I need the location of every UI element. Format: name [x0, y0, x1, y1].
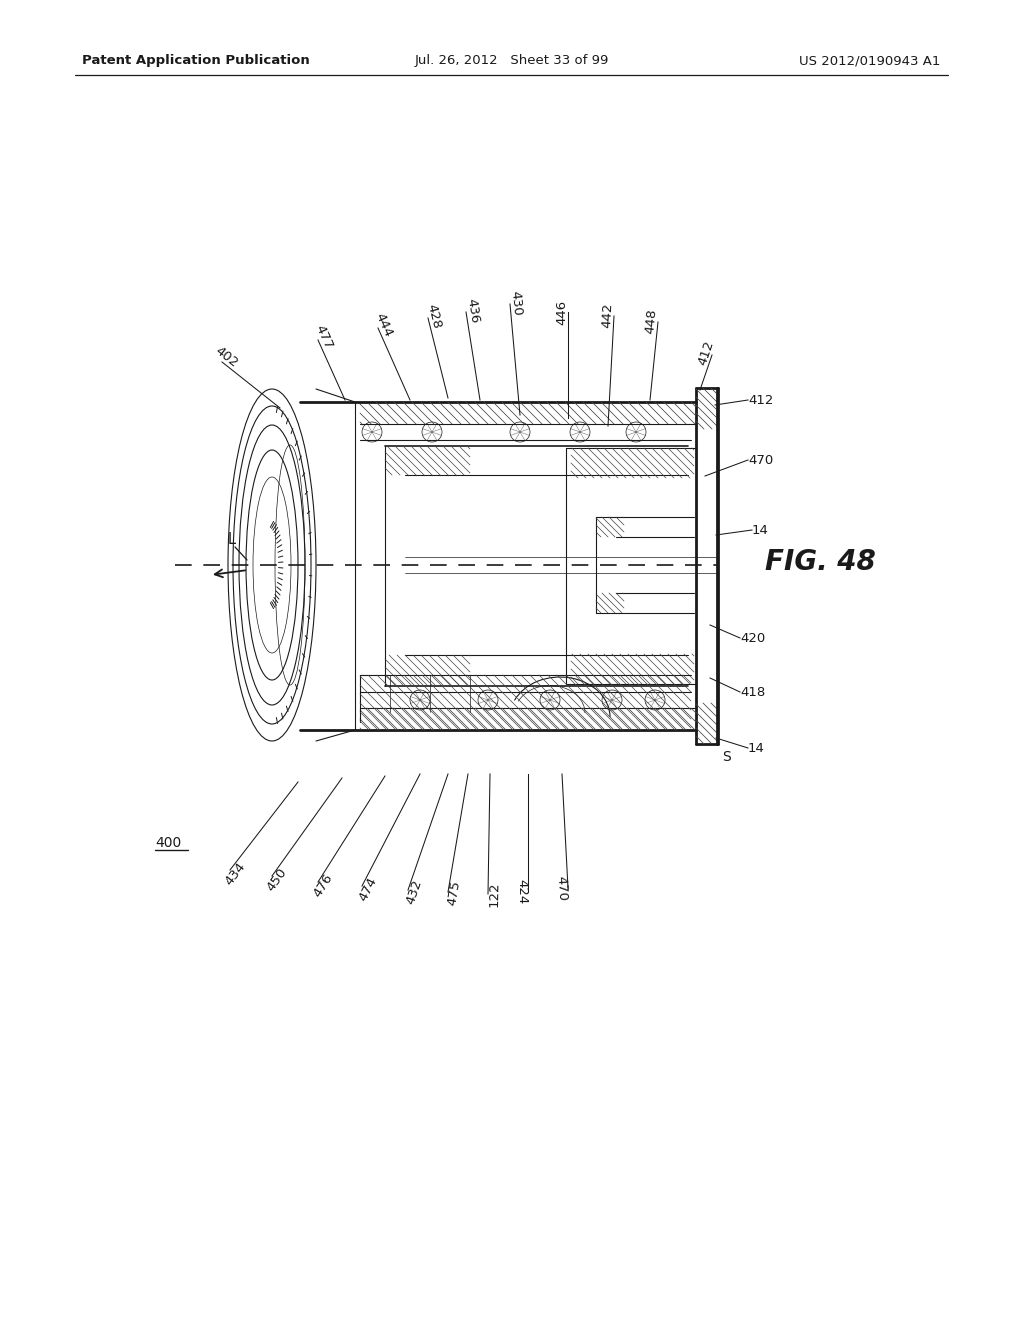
- Text: 430: 430: [509, 290, 524, 317]
- Text: 14: 14: [752, 524, 769, 536]
- Text: 424: 424: [515, 879, 528, 904]
- Text: 434: 434: [222, 861, 248, 888]
- Text: 446: 446: [555, 300, 568, 325]
- Text: 402: 402: [212, 345, 240, 370]
- Text: 432: 432: [403, 878, 424, 907]
- Text: L: L: [228, 532, 236, 546]
- Text: 122: 122: [487, 882, 501, 907]
- Text: 450: 450: [264, 866, 290, 894]
- Text: 474: 474: [356, 875, 379, 903]
- Text: 412: 412: [695, 339, 716, 367]
- Text: 418: 418: [740, 685, 765, 698]
- Text: 442: 442: [600, 302, 614, 329]
- Text: 14: 14: [748, 742, 765, 755]
- Text: Patent Application Publication: Patent Application Publication: [82, 54, 309, 67]
- Text: 428: 428: [425, 302, 443, 330]
- Text: 448: 448: [644, 308, 659, 334]
- Text: 400: 400: [155, 836, 181, 850]
- Text: 436: 436: [464, 297, 481, 325]
- Text: 476: 476: [311, 871, 336, 900]
- Text: 412: 412: [748, 393, 773, 407]
- Text: 470: 470: [554, 875, 568, 902]
- Text: US 2012/0190943 A1: US 2012/0190943 A1: [799, 54, 940, 67]
- Text: Jul. 26, 2012   Sheet 33 of 99: Jul. 26, 2012 Sheet 33 of 99: [415, 54, 609, 67]
- Text: 475: 475: [445, 879, 463, 907]
- Text: 477: 477: [312, 323, 335, 351]
- Text: 470: 470: [748, 454, 773, 466]
- Text: 420: 420: [740, 631, 765, 644]
- Text: FIG. 48: FIG. 48: [765, 548, 876, 576]
- Text: S: S: [722, 750, 731, 764]
- Text: 444: 444: [373, 312, 395, 339]
